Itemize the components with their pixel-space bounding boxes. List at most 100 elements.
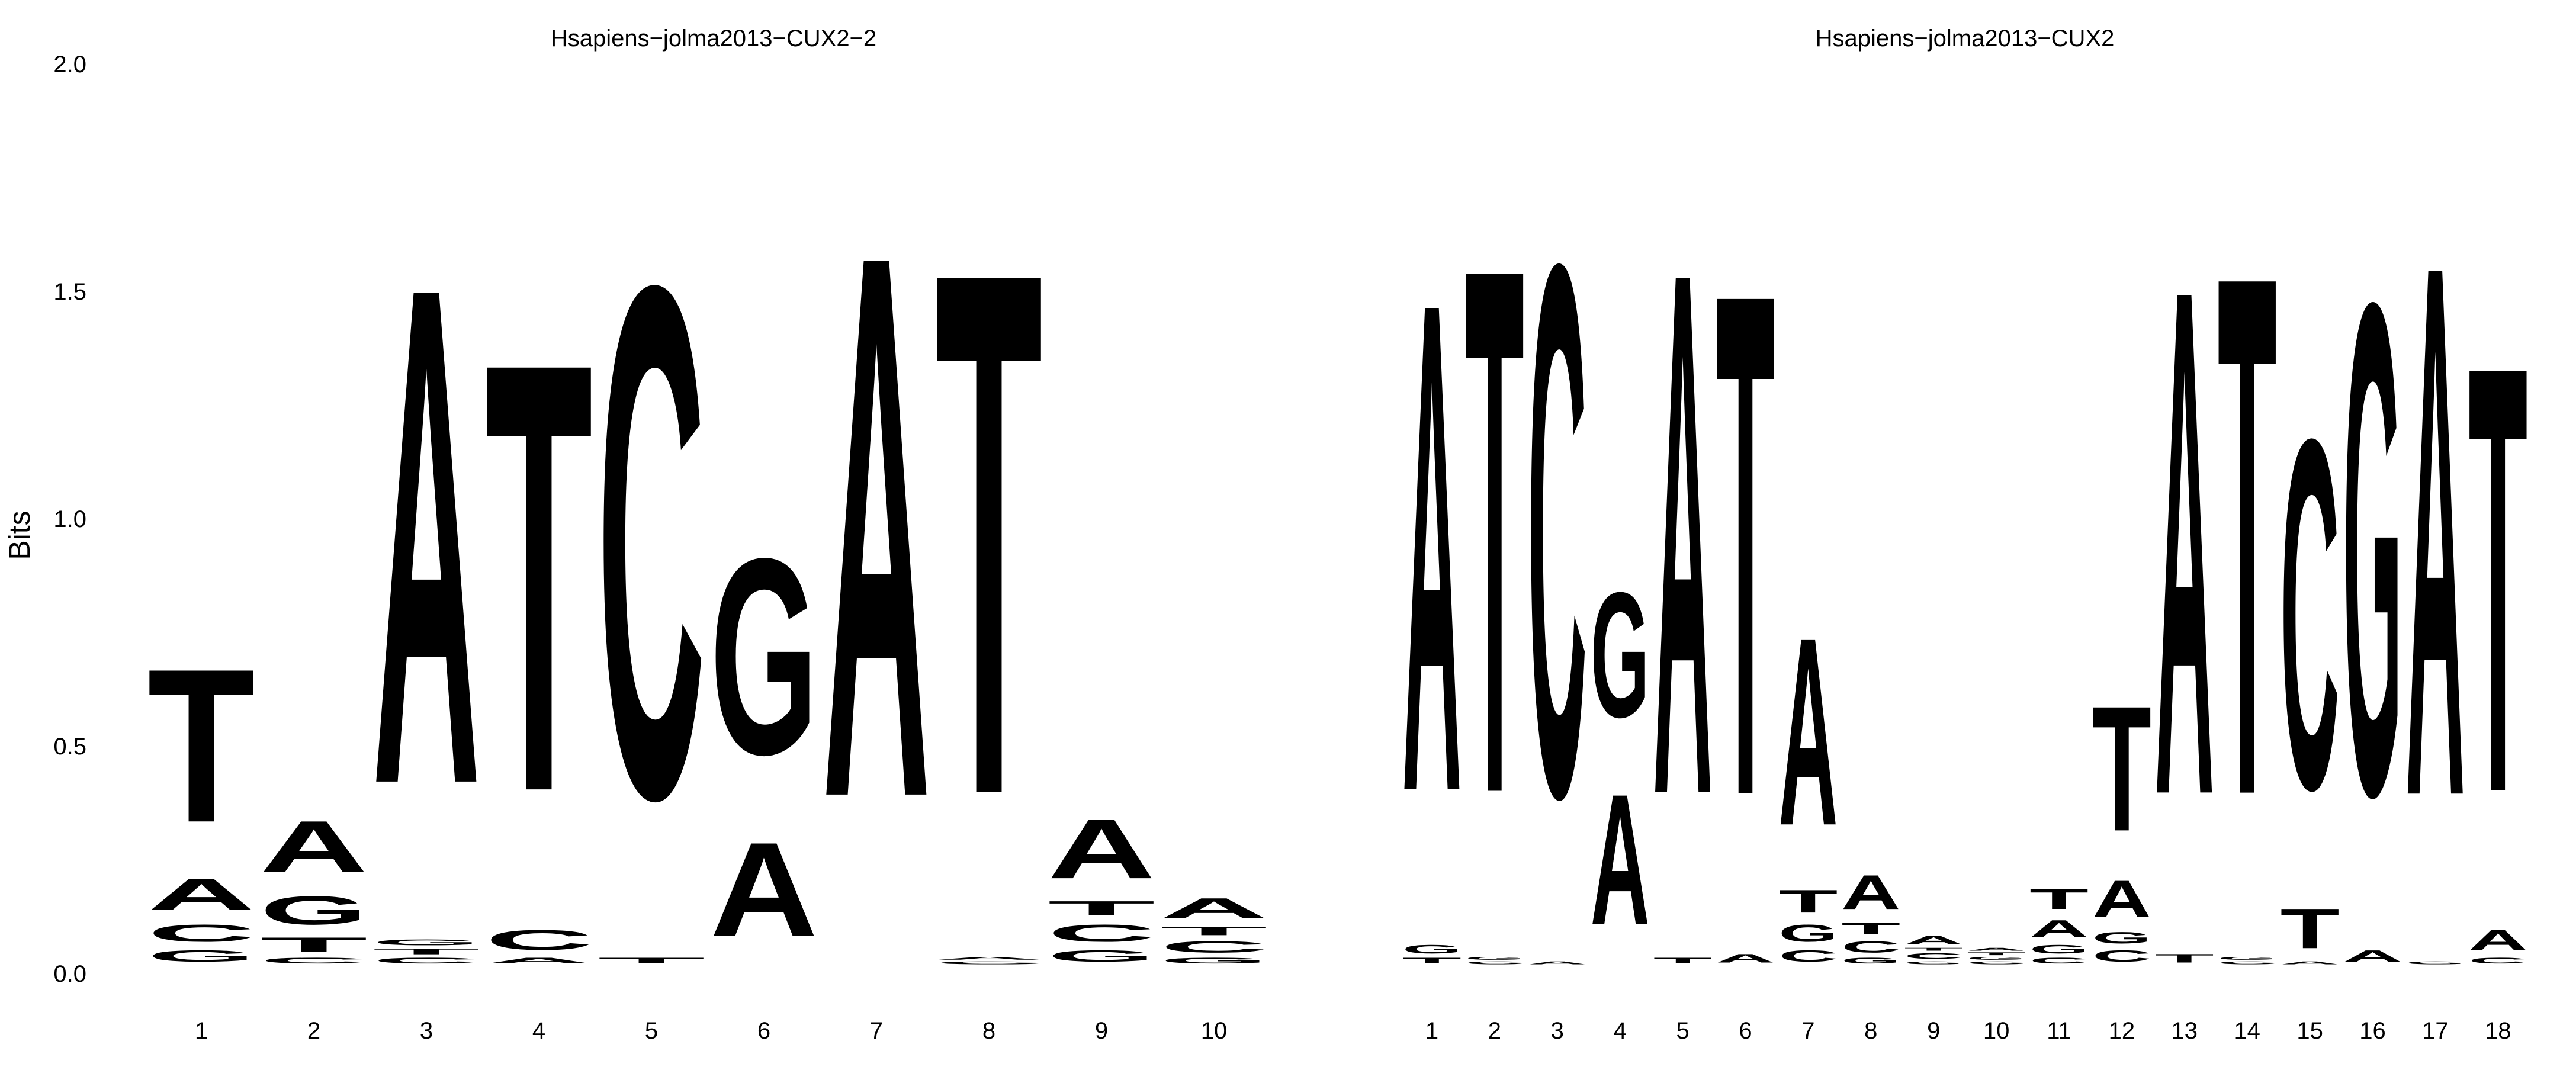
x-tick-label: 18 <box>2485 1018 2511 1044</box>
logo-letter-T: T <box>598 956 705 965</box>
logo-letter-C: C <box>2281 336 2340 894</box>
logo-letter-A: A <box>710 814 818 964</box>
logo-letter-G: G <box>1048 947 1155 965</box>
x-tick-label: 8 <box>982 1018 995 1044</box>
logo-letter-C: C <box>1160 938 1268 956</box>
logo-letter-G: G <box>1841 956 1900 965</box>
logo-letter-T: T <box>1904 947 1963 952</box>
logo-letter-C: C <box>1841 938 1900 956</box>
x-tick-label: 6 <box>1739 1018 1752 1044</box>
logo-letter-A: A <box>2343 947 2402 966</box>
logo-letter-A: A <box>372 138 480 932</box>
logo-letter-G: G <box>1465 956 1524 961</box>
logo-letter-G: G <box>147 947 255 965</box>
x-tick-label: 12 <box>2109 1018 2135 1044</box>
logo-letter-A: A <box>935 956 1043 961</box>
x-tick-labels: 1 2 3 4 5 6 7 8 9 10 <box>195 1018 1227 1044</box>
logo-letter-C: C <box>1967 960 2026 965</box>
logo-letter-C: C <box>485 924 593 956</box>
logo-letter-C: C <box>2029 956 2089 965</box>
panel-title: Hsapiens−jolma2013−CUX2−2 <box>551 25 876 52</box>
logo-letter-C: C <box>1778 947 1838 966</box>
logo-letter-C: C <box>1904 952 1963 960</box>
logo-letter-G: G <box>372 938 480 947</box>
logo-letter-A: A <box>2155 139 2214 946</box>
x-tick-label: 7 <box>870 1018 883 1044</box>
logo-letter-T: T <box>1465 111 1524 950</box>
logo-letter-A: A <box>1653 116 1713 951</box>
logo-letter-C: C <box>372 956 480 965</box>
x-tick-label: 14 <box>2234 1018 2260 1044</box>
logo-letter-A: A <box>2092 870 2151 929</box>
logo-letter-T: T <box>1402 956 1462 965</box>
logo-letter-G: G <box>2405 960 2465 965</box>
logo-letter-C: C <box>147 920 255 947</box>
x-tick-label: 1 <box>195 1018 208 1044</box>
x-tick-label: 7 <box>1801 1018 1814 1044</box>
x-tick-label: 2 <box>1488 1018 1501 1044</box>
x-tick-label: 6 <box>757 1018 770 1044</box>
x-tick-labels: 1 2 3 4 5 6 7 8 9 10 11 12 13 14 15 16 17 18 <box>1425 1018 2511 1044</box>
logo-letter-C: C <box>2218 960 2277 965</box>
x-tick-label: 2 <box>307 1018 320 1044</box>
x-tick-label: 10 <box>1201 1018 1228 1044</box>
y-tick-label: 0.0 <box>53 961 86 987</box>
logo-panel-left: Hsapiens−jolma2013−CUX2−2 GCATCTGACTGAAC… <box>147 25 1268 1044</box>
logo-letter-A: A <box>2405 107 2465 955</box>
logo-letter-A: A <box>1591 754 1650 964</box>
logo-letter-T: T <box>260 933 368 956</box>
logo-letter-T: T <box>147 624 255 868</box>
logo-letter-A: A <box>1716 952 1775 965</box>
x-tick-label: 9 <box>1927 1018 1940 1044</box>
x-tick-label: 5 <box>1676 1018 1689 1044</box>
logo-letter-T: T <box>2218 120 2277 950</box>
logo-letter-T: T <box>372 947 480 956</box>
logo-letter-T: T <box>2468 239 2527 920</box>
logo-letter-T: T <box>1160 924 1268 938</box>
x-tick-label: 9 <box>1095 1018 1108 1044</box>
x-tick-label: 16 <box>2359 1018 2386 1044</box>
x-tick-label: 15 <box>2296 1018 2323 1044</box>
logo-letter-T: T <box>1778 883 1838 920</box>
logo-letter-G: G <box>1778 920 1838 947</box>
logo-letter-G: G <box>710 500 818 814</box>
logo-letter-T: T <box>1716 143 1775 946</box>
logo-letter-T: T <box>2281 897 2340 960</box>
x-tick-label: 3 <box>1551 1018 1564 1044</box>
logo-letter-A: A <box>1402 157 1462 937</box>
logo-letter-T: T <box>2029 883 2089 915</box>
logo-letter-T: T <box>1048 897 1155 920</box>
logo-letter-T: T <box>485 235 593 920</box>
y-tick-label: 1.0 <box>53 506 86 532</box>
logo-letter-G: G <box>2029 943 2089 956</box>
logo-letter-T: T <box>1841 920 1900 938</box>
logo-letter-G: G <box>2343 156 2402 941</box>
logo-letter-A: A <box>1528 960 1587 965</box>
x-tick-label: 3 <box>420 1018 433 1044</box>
logo-letter-G: G <box>2218 956 2277 961</box>
x-tick-label: 11 <box>2047 1018 2071 1044</box>
logo-letter-C: C <box>1465 960 1524 965</box>
logo-letter-G: G <box>1402 943 1462 956</box>
x-tick-label: 13 <box>2172 1018 2198 1044</box>
logo-letter-A: A <box>260 806 368 888</box>
x-tick-label: 8 <box>1864 1018 1877 1044</box>
logo-letter-T: T <box>1967 952 2026 956</box>
y-tick-label: 1.5 <box>53 279 86 305</box>
logo-letter-A: A <box>485 956 593 965</box>
logo-letter-G: G <box>1904 960 1963 965</box>
logo-letter-A: A <box>1967 947 2026 952</box>
logo-letter-G: G <box>2092 928 2151 947</box>
logo-letter-T: T <box>935 116 1043 950</box>
x-tick-label: 4 <box>1614 1018 1627 1044</box>
y-tick-label: 2.0 <box>53 52 86 78</box>
x-tick-label: 4 <box>532 1018 545 1044</box>
logo-letter-C: C <box>1048 920 1155 947</box>
logo-letter-A: A <box>2468 924 2527 956</box>
logo-letter-G: G <box>1160 956 1268 965</box>
logo-letter-G: G <box>1591 555 1650 755</box>
